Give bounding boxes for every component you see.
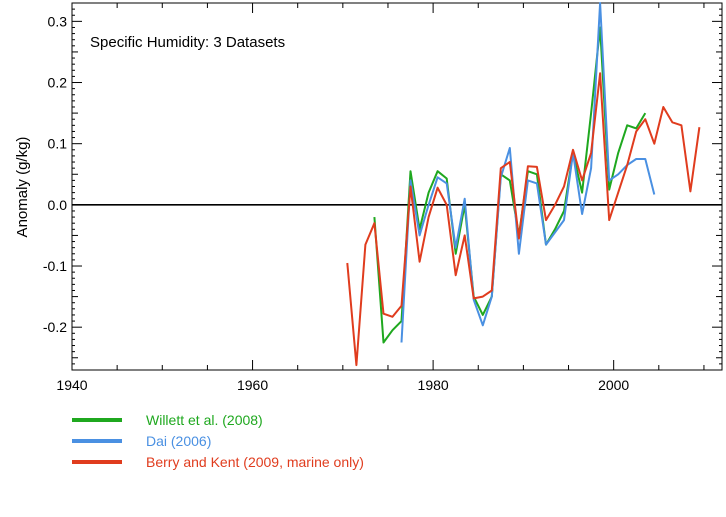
y-axis: -0.2 -0.1 0.0 0.1 0.2 0.3 xyxy=(43,2,722,365)
series-line-1 xyxy=(400,2,656,343)
legend-swatch-berry-kent xyxy=(72,459,122,464)
legend-item: Berry and Kent (2009, marine only) xyxy=(72,451,364,472)
legend-swatch-dai xyxy=(72,438,122,443)
y-tick-label: -0.1 xyxy=(43,258,67,274)
y-tick-label: -0.2 xyxy=(43,319,67,335)
y-axis-label: Anomaly (g/kg) xyxy=(14,137,31,238)
legend-label-dai: Dai (2006) xyxy=(146,432,212,449)
x-tick-label: 1940 xyxy=(56,377,87,393)
legend: Willett et al. (2008) Dai (2006) Berry a… xyxy=(72,409,364,472)
legend-swatch-willett xyxy=(72,417,122,422)
series-line-2 xyxy=(346,72,701,367)
legend-item: Willett et al. (2008) xyxy=(72,409,364,430)
x-axis: 1940 1960 1980 2000 xyxy=(56,3,705,393)
legend-item: Dai (2006) xyxy=(72,430,364,451)
line-chart: 1940 1960 1980 2000 -0.2 -0.1 0.0 0.1 0.2 0.3 Sp… xyxy=(14,2,723,393)
y-tick-label: 0.3 xyxy=(48,13,68,29)
series-lines xyxy=(346,2,701,367)
y-tick-label: 0.1 xyxy=(48,136,68,152)
legend-label-willett: Willett et al. (2008) xyxy=(146,411,263,428)
chart-title: Specific Humidity: 3 Datasets xyxy=(90,34,285,51)
y-tick-label: 0.2 xyxy=(48,75,68,91)
x-tick-label: 1980 xyxy=(418,377,449,393)
x-tick-label: 2000 xyxy=(598,377,629,393)
plot-frame xyxy=(71,2,723,371)
y-tick-label: 0.0 xyxy=(48,197,68,213)
x-tick-label: 1960 xyxy=(237,377,268,393)
legend-label-berry-kent: Berry and Kent (2009, marine only) xyxy=(146,453,364,470)
